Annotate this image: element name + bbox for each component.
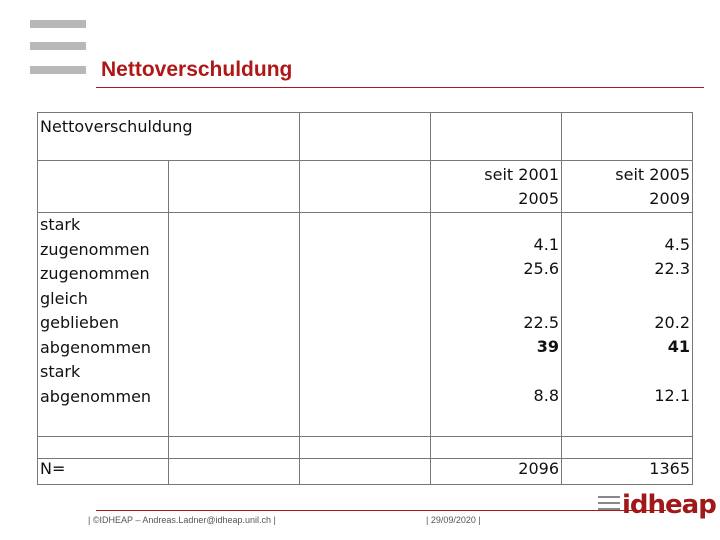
category-labels: stark zugenommen zugenommen gleich gebli… xyxy=(37,212,169,437)
footer-divider xyxy=(96,510,666,511)
value-cell: 41 xyxy=(667,337,690,356)
logo-bars xyxy=(30,20,86,90)
footer-contact: | ©IDHEAP – Andreas.Ladner@idheap.unil.c… xyxy=(88,515,276,525)
value-cell: 4.1 xyxy=(533,235,559,254)
values-2001-2005: 4.1 25.6 22.5 39 8.8 xyxy=(430,212,562,437)
slide-title: Nettoverschuldung xyxy=(101,58,293,81)
title-divider xyxy=(96,87,704,88)
value-cell: 25.6 xyxy=(523,259,559,278)
value-cell: 12.1 xyxy=(654,386,690,405)
n-label: N= xyxy=(37,458,169,485)
n-value-2001-2005: 2096 xyxy=(430,458,562,485)
n-value-2005-2009: 1365 xyxy=(561,458,693,485)
brand-lines-icon xyxy=(598,496,620,514)
value-cell: 22.3 xyxy=(654,259,690,278)
footer-date: | 29/09/2020 | xyxy=(426,515,481,525)
value-cell: 20.2 xyxy=(654,313,690,332)
idheap-logo: idheap xyxy=(622,490,717,520)
value-cell: 4.5 xyxy=(664,235,690,254)
value-cell: 22.5 xyxy=(523,313,559,332)
column-header-2001-2005: seit 2001 2005 xyxy=(430,160,562,213)
column-header-2005-2009: seit 2005 2009 xyxy=(561,160,693,213)
value-cell: 8.8 xyxy=(533,386,559,405)
data-table: Nettoverschuldung seit 2001 2005 seit 20… xyxy=(37,112,693,485)
values-2005-2009: 4.5 22.3 20.2 41 12.1 xyxy=(561,212,693,437)
table-caption: Nettoverschuldung xyxy=(37,112,300,161)
value-cell: 39 xyxy=(536,337,559,356)
